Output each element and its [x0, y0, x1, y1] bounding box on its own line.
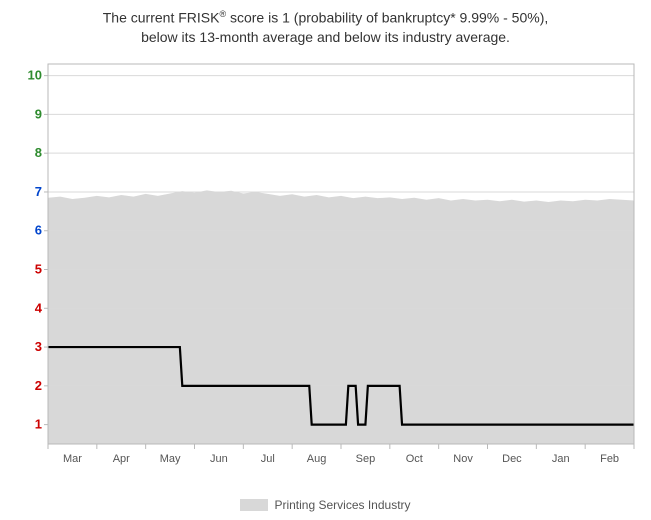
svg-text:8: 8	[35, 145, 42, 160]
svg-text:Sep: Sep	[356, 453, 376, 465]
frisk-chart-container: The current FRISK® score is 1 (probabili…	[0, 0, 651, 520]
svg-text:Jul: Jul	[261, 453, 275, 465]
svg-text:1: 1	[35, 417, 42, 432]
svg-text:5: 5	[35, 262, 42, 277]
svg-text:Oct: Oct	[406, 453, 423, 465]
title-line1b: score is 1 (probability of bankruptcy* 9…	[226, 10, 548, 26]
svg-text:10: 10	[28, 68, 42, 83]
svg-text:3: 3	[35, 339, 42, 354]
svg-text:May: May	[160, 453, 181, 465]
svg-text:4: 4	[35, 300, 43, 315]
legend-swatch	[240, 499, 268, 511]
legend-text: Printing Services Industry	[274, 498, 410, 512]
svg-text:Jun: Jun	[210, 453, 228, 465]
svg-text:Feb: Feb	[600, 453, 619, 465]
svg-text:Dec: Dec	[502, 453, 522, 465]
chart-title: The current FRISK® score is 1 (probabili…	[0, 0, 651, 50]
legend: Printing Services Industry	[0, 497, 651, 512]
svg-text:Apr: Apr	[113, 453, 130, 465]
svg-text:6: 6	[35, 223, 42, 238]
chart-area: 1 2 3 4 5 6 7 8 9 10 Mar Apr May Jun Jul Aug Sep Oct Nov De…	[10, 58, 640, 478]
svg-text:2: 2	[35, 378, 42, 393]
svg-text:Aug: Aug	[307, 453, 327, 465]
title-line2: below its 13-month average and below its…	[141, 29, 510, 45]
svg-text:7: 7	[35, 184, 42, 199]
svg-text:Nov: Nov	[453, 453, 473, 465]
svg-text:Mar: Mar	[63, 453, 82, 465]
svg-text:9: 9	[35, 106, 42, 121]
chart-svg: 1 2 3 4 5 6 7 8 9 10 Mar Apr May Jun Jul Aug Sep Oct Nov De…	[10, 58, 640, 478]
title-line1a: The current FRISK	[103, 10, 220, 26]
svg-text:Jan: Jan	[552, 453, 570, 465]
